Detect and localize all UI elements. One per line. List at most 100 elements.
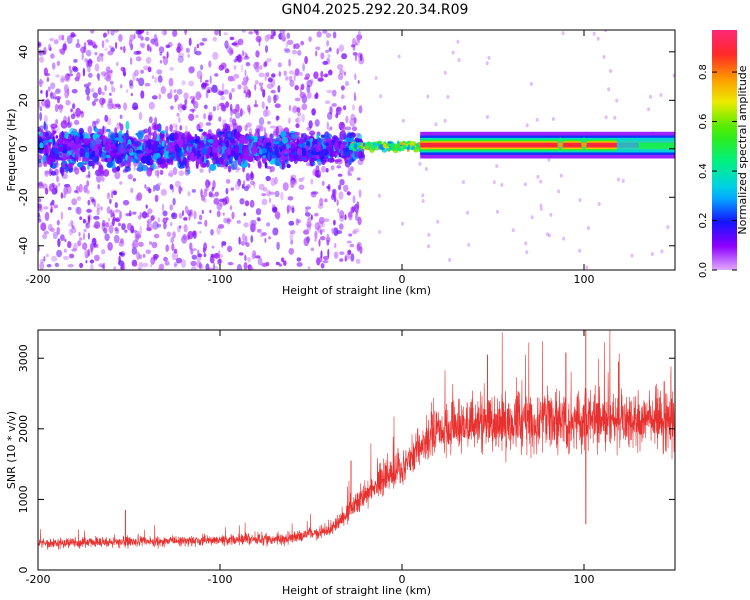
noise-speck (104, 84, 107, 92)
noise-speck (60, 192, 64, 199)
noise-speck (324, 198, 328, 203)
noise-speck (229, 36, 235, 41)
noise-speck (142, 253, 146, 258)
noise-speck (189, 108, 196, 112)
band-blob (160, 130, 168, 134)
noise-speck (243, 262, 248, 270)
noise-speck (154, 169, 160, 177)
noise-speck (68, 65, 72, 71)
band-blob (201, 147, 208, 156)
noise-speck (100, 71, 107, 77)
noise-speck (315, 92, 319, 99)
noise-speck (331, 227, 335, 234)
noise-speck (160, 86, 166, 94)
noise-speck (348, 233, 353, 237)
noise-speck (218, 116, 222, 122)
noise-speck (206, 86, 213, 94)
noise-speck (293, 73, 296, 82)
band-blob (183, 145, 188, 154)
noise-speck (456, 39, 460, 44)
band-blob (186, 131, 192, 141)
noise-speck (288, 117, 291, 124)
noise-speck (207, 89, 211, 94)
noise-speck (128, 39, 133, 47)
colorbar-label: Normalized spectral amplitude (736, 65, 749, 234)
noise-speck (131, 229, 137, 233)
noise-speck (230, 107, 233, 117)
noise-speck (592, 31, 596, 36)
noise-speck (67, 241, 72, 249)
noise-speck (344, 214, 347, 221)
noise-speck (257, 257, 263, 266)
band-blob (321, 148, 329, 156)
noise-speck (322, 60, 329, 65)
noise-speck (326, 121, 329, 130)
noise-speck (316, 31, 322, 38)
noise-speck (105, 222, 110, 228)
noise-speck (183, 224, 188, 233)
band-blob (205, 152, 210, 159)
band-blob (45, 130, 52, 139)
noise-speck (327, 111, 333, 120)
band-blob (240, 160, 248, 168)
noise-speck (427, 244, 431, 249)
band-blob (217, 157, 224, 165)
noise-speck (101, 40, 105, 49)
noise-speck (303, 237, 310, 247)
noise-speck (167, 172, 174, 177)
noise-speck (107, 70, 111, 80)
noise-speck (38, 182, 44, 189)
noise-speck (267, 121, 271, 125)
noise-speck (227, 188, 230, 192)
band-blob (348, 134, 353, 139)
noise-speck (157, 182, 162, 186)
noise-speck (254, 83, 257, 91)
band-blob (279, 148, 283, 153)
noise-speck (327, 248, 330, 258)
noise-speck (250, 170, 253, 179)
band-blob (178, 152, 184, 157)
noise-speck (191, 189, 196, 193)
noise-speck (539, 206, 543, 211)
noise-speck (217, 224, 225, 229)
noise-speck (199, 42, 205, 46)
band-blob (112, 149, 119, 153)
noise-speck (43, 67, 49, 76)
band-blob (42, 154, 46, 163)
band-blob (257, 158, 261, 167)
noise-speck (337, 208, 340, 214)
noise-speck (336, 230, 343, 235)
noise-speck (245, 122, 252, 128)
noise-speck (189, 66, 195, 73)
noise-speck (148, 101, 155, 110)
noise-speck (272, 227, 279, 236)
noise-speck (75, 43, 81, 48)
noise-speck (140, 90, 145, 99)
band-blob (108, 139, 112, 144)
noise-speck (321, 223, 326, 228)
noise-speck (76, 196, 81, 201)
noise-speck (234, 181, 241, 191)
noise-speck (182, 233, 187, 241)
noise-speck (337, 73, 344, 81)
noise-speck (89, 243, 93, 253)
band-blob (75, 136, 80, 144)
noise-speck (56, 249, 63, 258)
noise-speck (183, 92, 189, 100)
noise-speck (199, 230, 202, 234)
noise-speck (198, 214, 203, 221)
y-tick-label: 20 (17, 93, 30, 107)
noise-speck (61, 34, 65, 41)
noise-speck (208, 191, 213, 197)
noise-speck (341, 53, 348, 60)
noise-speck (69, 69, 73, 74)
noise-speck (63, 193, 66, 199)
noise-speck (308, 120, 313, 129)
noise-speck (350, 206, 355, 214)
noise-speck (58, 48, 65, 54)
noise-speck (604, 115, 608, 120)
noise-speck (154, 221, 158, 225)
noise-speck (90, 263, 94, 270)
noise-speck (216, 104, 220, 111)
noise-speck (163, 30, 167, 36)
